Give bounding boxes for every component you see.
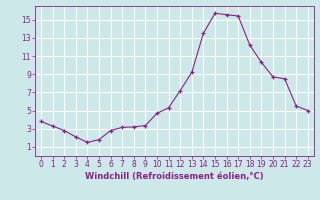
X-axis label: Windchill (Refroidissement éolien,°C): Windchill (Refroidissement éolien,°C) — [85, 172, 264, 181]
